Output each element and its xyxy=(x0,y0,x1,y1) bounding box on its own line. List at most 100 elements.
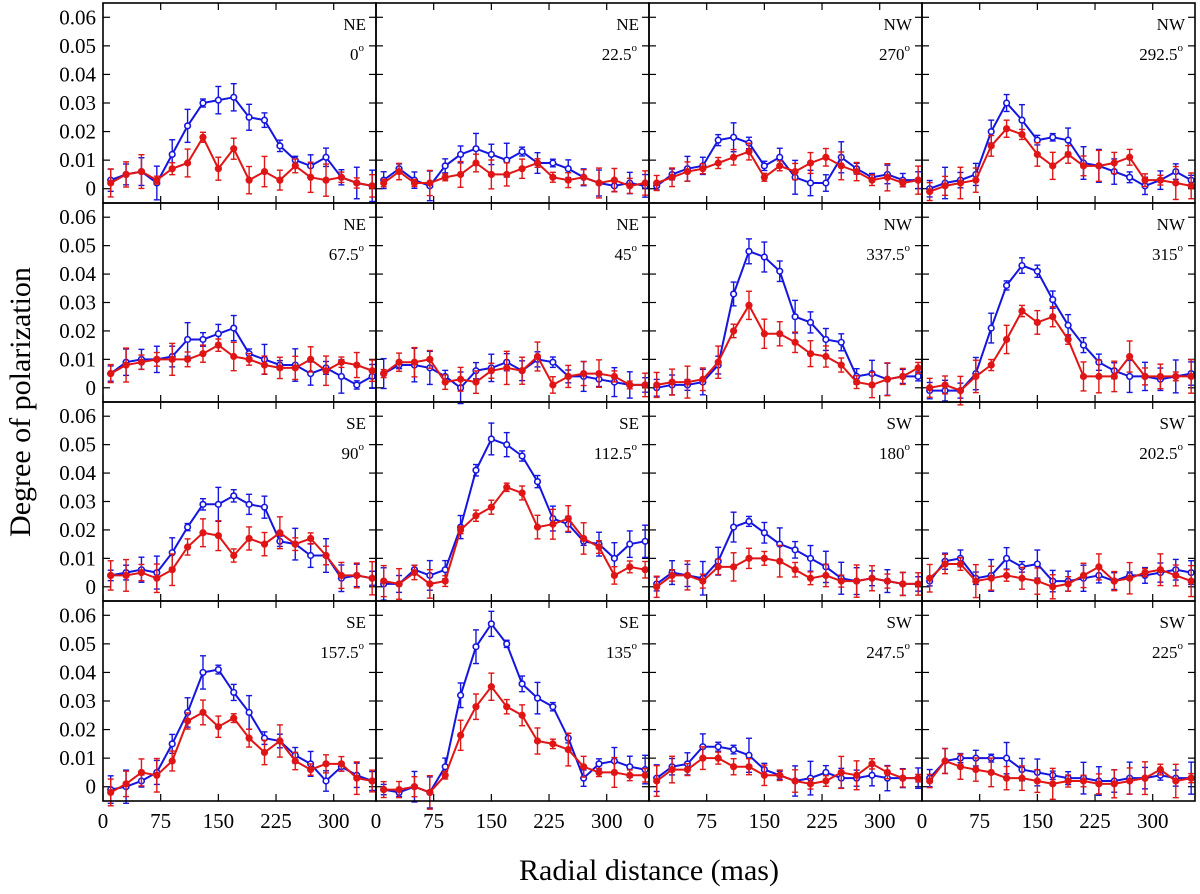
red-data-point xyxy=(972,765,980,774)
red-data-point xyxy=(941,381,949,389)
blue-data-point xyxy=(760,529,768,537)
direction-label: SE xyxy=(346,414,366,433)
blue-data-point xyxy=(714,136,722,144)
red-data-point xyxy=(503,364,511,372)
red-data-point xyxy=(580,763,588,771)
red-data-point xyxy=(610,768,618,777)
blue-data-point xyxy=(245,500,253,508)
red-data-point xyxy=(1064,580,1072,588)
red-data-point xyxy=(518,165,526,173)
red-data-point xyxy=(564,514,572,523)
blue-data-point xyxy=(549,703,557,711)
blue-data-point xyxy=(518,147,526,156)
panel-5: NE 45o xyxy=(375,202,650,405)
red-data-point xyxy=(168,757,176,765)
red-data-point xyxy=(1079,777,1088,785)
red-data-point xyxy=(699,577,707,585)
blue-data-point xyxy=(914,372,922,381)
red-series-line xyxy=(656,303,919,386)
blue-data-point xyxy=(626,540,634,548)
red-data-point xyxy=(1018,130,1026,139)
blue-data-point xyxy=(745,517,753,526)
blue-data-point xyxy=(1018,261,1026,270)
red-data-point xyxy=(729,327,738,335)
red-data-point xyxy=(595,543,603,551)
red-data-point xyxy=(641,179,649,187)
y-tick-label: 0.03 xyxy=(59,91,96,115)
y-tick-label: 0.06 xyxy=(59,603,96,627)
red-data-point xyxy=(456,731,465,739)
red-data-point xyxy=(595,369,603,378)
red-data-point xyxy=(956,179,965,187)
panel-11: SW 202.5o xyxy=(921,401,1196,602)
red-data-point xyxy=(760,554,768,562)
red-data-point xyxy=(1187,182,1195,190)
panel-4: NE 67.5o xyxy=(102,202,377,403)
blue-data-point xyxy=(441,162,449,170)
panel-7: NW 315o xyxy=(921,202,1196,406)
red-data-point xyxy=(868,176,876,184)
blue-data-point xyxy=(549,358,557,366)
red-data-point xyxy=(199,529,207,537)
y-tick-label: 0.04 xyxy=(59,262,96,286)
blue-data-point xyxy=(518,452,526,460)
direction-label: SE xyxy=(619,613,639,632)
y-tick-label: 0.01 xyxy=(59,546,96,570)
blue-data-point xyxy=(729,745,738,754)
panel-12: SE 157.5o xyxy=(102,600,377,807)
red-data-point xyxy=(1172,372,1180,381)
blue-data-point xyxy=(791,313,799,321)
blue-data-point xyxy=(230,93,238,101)
blue-data-point xyxy=(868,771,876,779)
red-data-point xyxy=(245,534,253,543)
red-data-point xyxy=(549,520,557,528)
x-tick-label: 150 xyxy=(476,809,508,833)
red-data-point xyxy=(899,372,907,381)
red-data-point xyxy=(380,785,388,794)
angle-label: 90o xyxy=(342,441,365,463)
red-data-point xyxy=(806,350,815,358)
red-data-point xyxy=(653,777,661,785)
red-data-point xyxy=(322,176,330,184)
red-data-point xyxy=(487,503,495,511)
blue-data-point xyxy=(199,668,207,677)
blue-data-point xyxy=(260,503,269,511)
blue-data-point xyxy=(1079,341,1088,349)
blue-data-point xyxy=(260,116,269,124)
x-tick-label: 75 xyxy=(150,809,171,833)
red-data-point xyxy=(791,777,799,785)
red-data-point xyxy=(1049,313,1057,321)
red-data-point xyxy=(153,771,161,779)
direction-label: SE xyxy=(619,414,639,433)
red-data-point xyxy=(941,757,949,765)
y-tick-label: 0.02 xyxy=(59,718,96,742)
red-data-point xyxy=(899,774,907,782)
blue-data-point xyxy=(822,179,830,187)
red-data-point xyxy=(1141,774,1149,782)
blue-data-point xyxy=(1064,136,1072,144)
blue-data-point xyxy=(987,127,995,136)
blue-data-point xyxy=(307,551,315,560)
panel-frame xyxy=(375,202,650,403)
red-data-point xyxy=(837,768,845,777)
red-data-point xyxy=(822,777,830,785)
direction-label: NW xyxy=(1157,215,1186,234)
blue-data-point xyxy=(987,324,995,332)
red-data-point xyxy=(641,566,649,574)
red-data-point xyxy=(122,361,130,369)
red-data-point xyxy=(1110,372,1118,381)
red-data-point xyxy=(926,777,934,785)
red-data-point xyxy=(426,179,434,187)
red-data-point xyxy=(199,350,207,358)
red-data-point xyxy=(410,358,419,366)
red-data-point xyxy=(729,763,738,771)
red-data-point xyxy=(683,378,692,386)
red-data-point xyxy=(1049,780,1057,788)
red-data-point xyxy=(699,165,707,173)
red-data-point xyxy=(472,159,480,167)
blue-data-point xyxy=(1002,554,1011,562)
red-data-point xyxy=(1095,563,1103,571)
red-data-point xyxy=(153,176,161,184)
red-data-point xyxy=(260,167,269,176)
blue-data-point xyxy=(456,150,465,159)
